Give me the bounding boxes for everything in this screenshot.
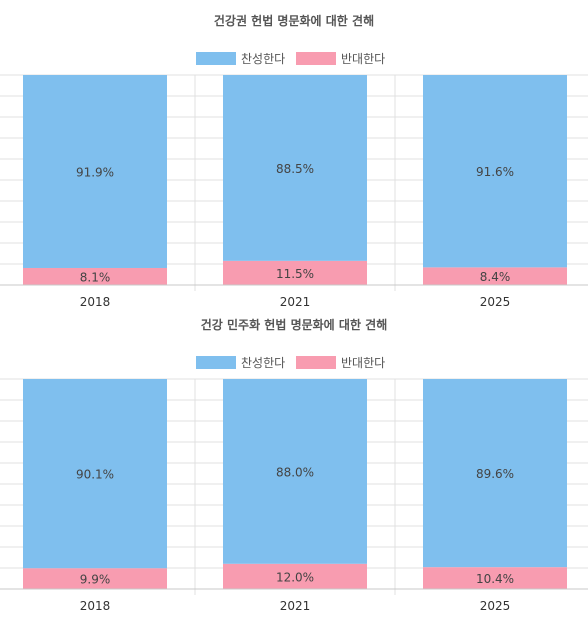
data-label: 11.5% (276, 267, 314, 281)
data-label: 88.5% (276, 162, 314, 176)
legend-item-1[interactable]: 찬성한다 (196, 355, 285, 370)
legend-swatch (196, 52, 236, 65)
data-label: 9.9% (80, 573, 111, 587)
x-tick-label: 2018 (80, 599, 111, 613)
data-label: 88.0% (276, 465, 314, 479)
data-label: 91.6% (476, 165, 514, 179)
legend-swatch (196, 356, 236, 369)
bar-agree-2025[interactable] (423, 379, 567, 568)
data-label: 89.6% (476, 467, 514, 481)
bar-disagree-2021[interactable] (223, 260, 367, 285)
legend-swatch (296, 356, 336, 369)
x-tick-label: 2025 (480, 295, 511, 309)
legend-label: 반대한다 (341, 52, 385, 66)
x-tick-label: 2025 (480, 599, 511, 613)
chart-title: 건강권 헌법 명문화에 대한 견해 (214, 13, 374, 28)
bar-agree-2021[interactable] (223, 379, 367, 564)
data-label: 10.4% (476, 572, 514, 586)
bar-disagree-2021[interactable] (223, 563, 367, 589)
legend-item-2[interactable]: 반대한다 (296, 52, 385, 66)
data-label: 90.1% (76, 468, 114, 482)
legend-label: 찬성한다 (241, 51, 285, 66)
bar-disagree-2025[interactable] (423, 267, 567, 285)
bar-agree-2021[interactable] (223, 75, 367, 261)
x-tick-label: 2021 (280, 295, 311, 309)
data-label: 8.4% (480, 270, 511, 284)
legend-swatch (296, 52, 336, 65)
data-label: 91.9% (76, 165, 114, 179)
data-label: 8.1% (80, 270, 111, 284)
legend-item-2[interactable]: 반대한다 (296, 356, 385, 370)
data-label: 12.0% (276, 570, 314, 584)
x-tick-label: 2018 (80, 295, 111, 309)
legend-label: 반대한다 (341, 356, 385, 370)
bar-disagree-2018[interactable] (23, 267, 167, 285)
legend-item-1[interactable]: 찬성한다 (196, 51, 285, 66)
chart-title: 건강 민주화 헌법 명문화에 대한 견해 (201, 317, 388, 332)
bar-agree-2025[interactable] (423, 75, 567, 268)
bar-disagree-2018[interactable] (23, 568, 167, 589)
x-tick-label: 2021 (280, 599, 311, 613)
legend-label: 찬성한다 (241, 355, 285, 370)
bar-agree-2018[interactable] (23, 379, 167, 569)
bar-agree-2018[interactable] (23, 75, 167, 268)
bar-disagree-2025[interactable] (423, 567, 567, 589)
